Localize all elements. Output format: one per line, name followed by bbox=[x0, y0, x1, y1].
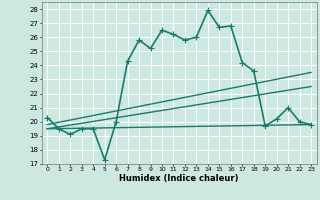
X-axis label: Humidex (Indice chaleur): Humidex (Indice chaleur) bbox=[119, 174, 239, 183]
